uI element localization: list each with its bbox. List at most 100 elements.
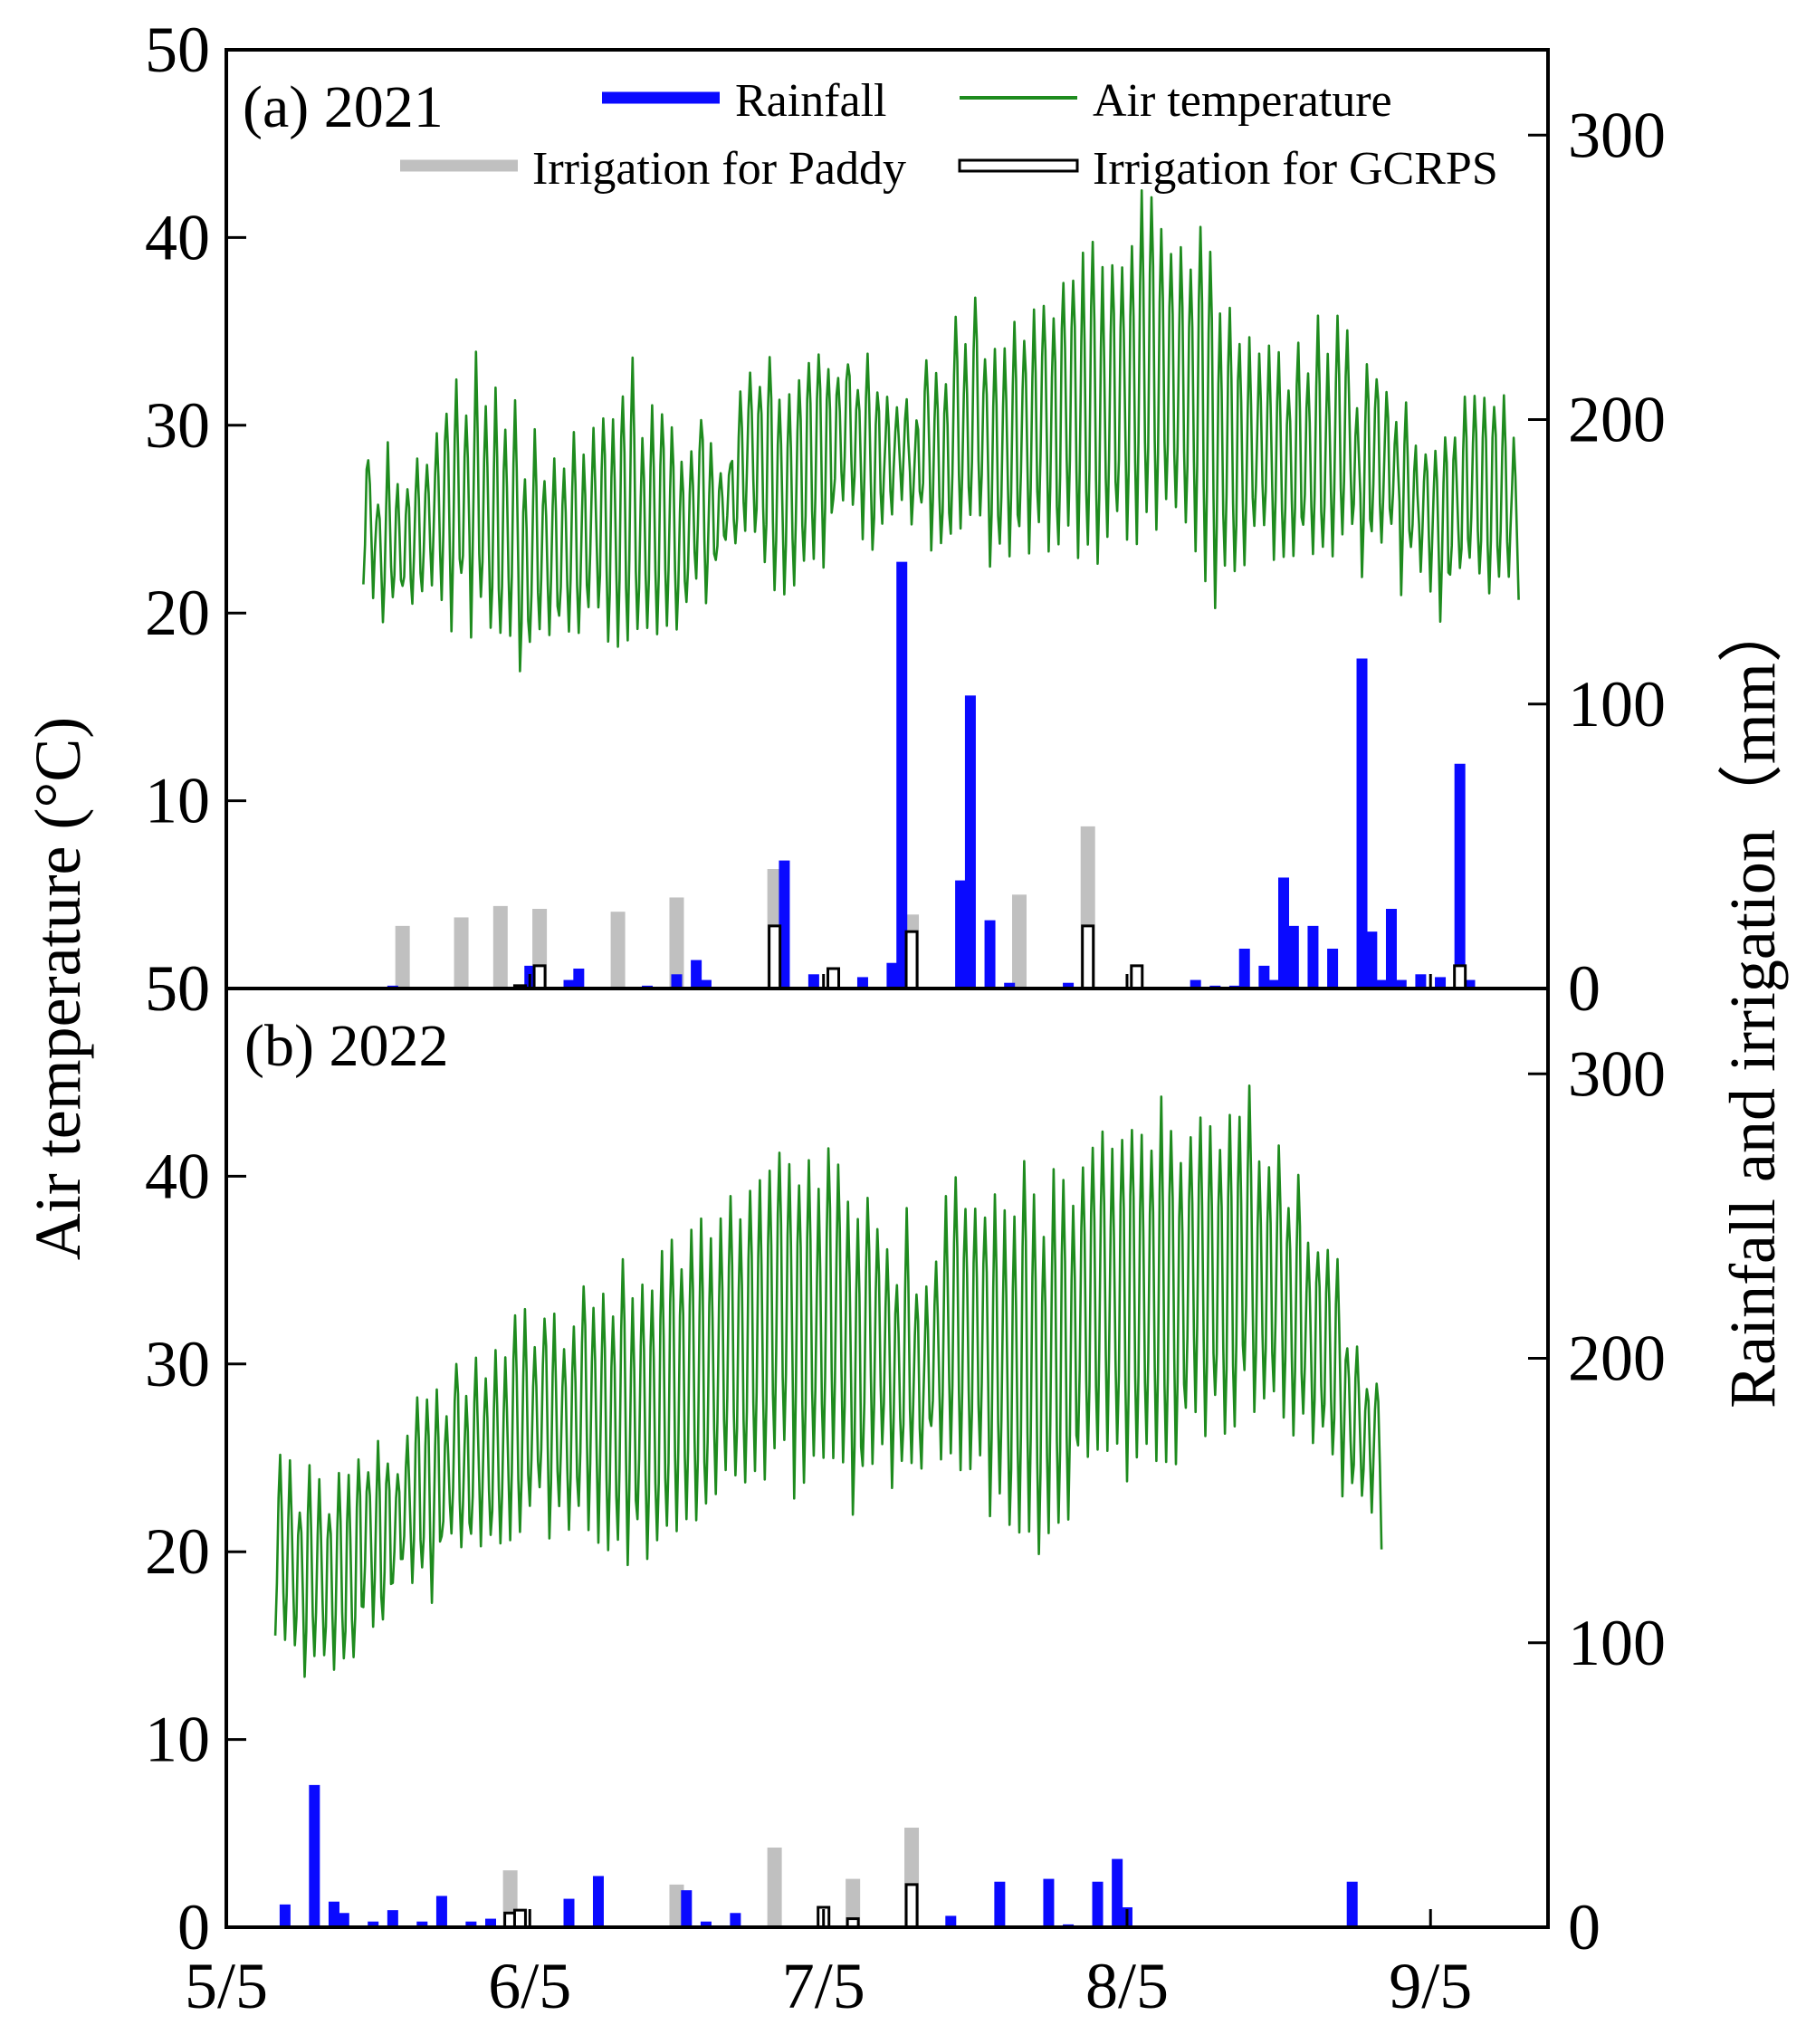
rainfall-bar — [416, 1921, 428, 1927]
gcrps-irrigation-bar — [512, 1908, 527, 1929]
rainfall-bar — [338, 1913, 349, 1927]
gcrps-irrigation-bar — [1453, 964, 1467, 990]
right-axis-title: Rainfall and irrigation（mm） — [1716, 597, 1789, 1409]
rainfall-bar — [309, 1784, 320, 1927]
rainfall-bar — [1327, 949, 1339, 989]
rainfall-bar — [328, 1901, 339, 1927]
rainfall-bar — [563, 1898, 575, 1927]
right-tick-label: 200 — [1568, 1323, 1666, 1395]
paddy-irrigation-bar — [846, 1878, 861, 1927]
rainfall-bar — [691, 960, 702, 989]
left-tick-label: 50 — [145, 952, 210, 1025]
rainfall-bar — [563, 979, 575, 989]
panel-2022-frame — [225, 987, 1550, 1929]
panel-2021-bars — [387, 561, 1476, 990]
gcrps-irrigation-bar — [904, 1883, 919, 1929]
rainfall-bar — [1238, 949, 1250, 989]
left-tick-label: 10 — [145, 765, 210, 837]
right-tick-label: 0 — [1568, 1891, 1601, 1963]
x-tick-label: 8/5 — [1085, 1950, 1169, 2022]
rainfall-bar — [387, 1910, 398, 1927]
panel-2022-temperature — [273, 1084, 1383, 1678]
paddy-irrigation-bar — [669, 1884, 684, 1927]
rainfall-bar — [955, 880, 967, 989]
rainfall-bar — [681, 1890, 693, 1927]
rainfall-bar — [1190, 979, 1201, 989]
rainfall-bar — [1268, 979, 1280, 989]
rainfall-bar — [1112, 1858, 1123, 1927]
rainfall-bar — [964, 695, 976, 989]
rainfall-bar — [1356, 658, 1368, 989]
rainfall-bar — [573, 969, 585, 989]
rainfall-bar — [671, 974, 683, 989]
rainfall-bar — [1092, 1881, 1104, 1927]
right-tick-label: 300 — [1568, 1037, 1666, 1110]
right-tick-label: 100 — [1568, 1607, 1666, 1679]
panel-2021: 50 40 30 20 10 50 300 200 100 0 (a) 2021 Rainfall… — [145, 14, 1666, 1025]
left-tick-label: 30 — [145, 389, 210, 462]
rainfall-bar — [1415, 974, 1427, 989]
rainfall-bar — [1464, 979, 1476, 989]
x-tick-label: 7/5 — [782, 1950, 865, 2022]
rainfall-bar — [984, 920, 996, 989]
rainfall-bar — [1043, 1878, 1055, 1927]
rainfall-bar — [1063, 982, 1075, 989]
gcrps-irrigation-bar — [1081, 924, 1095, 990]
legend-paddy-label: Irrigation for Paddy — [532, 143, 906, 195]
left-tick-label: 0 — [177, 1891, 210, 1963]
rainfall-bar — [700, 1921, 712, 1927]
rainfall-bar — [1287, 925, 1299, 989]
rainfall-bar — [1435, 977, 1447, 989]
rainfall-bar — [1258, 965, 1270, 989]
paddy-irrigation-bar — [454, 917, 469, 989]
x-axis: 5/5 6/5 7/5 8/5 9/5 — [185, 974, 1472, 2022]
left-axis-title: Air temperature (°C) — [22, 717, 94, 1261]
paddy-irrigation-bar — [767, 1848, 782, 1927]
gcrps-irrigation-bar — [827, 967, 841, 990]
x-tick-label: 5/5 — [185, 1950, 268, 2022]
left-tick-label: 20 — [145, 1515, 210, 1588]
rainfall-bar — [779, 860, 790, 989]
gcrps-irrigation-bar — [1130, 964, 1144, 990]
rainfall-bar — [1278, 877, 1289, 989]
rainfall-bar — [435, 1896, 447, 1927]
rainfall-bar — [279, 1904, 291, 1927]
rainfall-bar — [945, 1915, 957, 1927]
rainfall-bar — [896, 561, 908, 989]
legend-rainfall-label: Rainfall — [735, 75, 887, 127]
left-tick-label: 20 — [145, 577, 210, 649]
paddy-irrigation-bar — [395, 925, 410, 989]
panel-2022-bars — [279, 1784, 1358, 1929]
paddy-irrigation-bar — [492, 905, 508, 989]
rainfall-bar — [1395, 979, 1407, 989]
paddy-irrigation-bar — [610, 912, 626, 989]
rainfall-bar — [1004, 982, 1016, 989]
panel-2021-label: (a) 2021 — [243, 74, 444, 140]
panel-2022-label: (b) 2022 — [244, 1013, 448, 1079]
right-tick-label: 300 — [1568, 99, 1666, 171]
right-tick-label: 100 — [1568, 668, 1666, 740]
paddy-irrigation-bar — [1012, 894, 1027, 989]
legend-gcrps-swatch — [958, 158, 1079, 173]
rainfall-bar — [485, 1918, 496, 1927]
left-tick-label: 50 — [145, 14, 210, 86]
legend: Rainfall Air temperature Irrigation for … — [400, 75, 1498, 195]
left-tick-label: 40 — [145, 201, 210, 273]
panel-2021-ticks: 50 40 30 20 10 50 300 200 100 0 — [145, 14, 1666, 1025]
rainfall-bar — [1454, 763, 1466, 989]
air-temperature-line — [273, 1084, 1383, 1678]
gcrps-irrigation-bar — [904, 930, 919, 990]
left-tick-label: 30 — [145, 1328, 210, 1400]
rainfall-bar — [856, 977, 868, 989]
legend-gcrps-label: Irrigation for GCRPS — [1093, 143, 1498, 195]
rainfall-bar — [700, 979, 712, 989]
rainfall-bar — [592, 1876, 604, 1927]
paddy-irrigation-bar — [669, 897, 684, 989]
rainfall-bar — [994, 1881, 1006, 1927]
rainfall-bar — [465, 1921, 477, 1927]
x-tick-label: 6/5 — [488, 1950, 571, 2022]
rainfall-bar — [1385, 909, 1397, 989]
